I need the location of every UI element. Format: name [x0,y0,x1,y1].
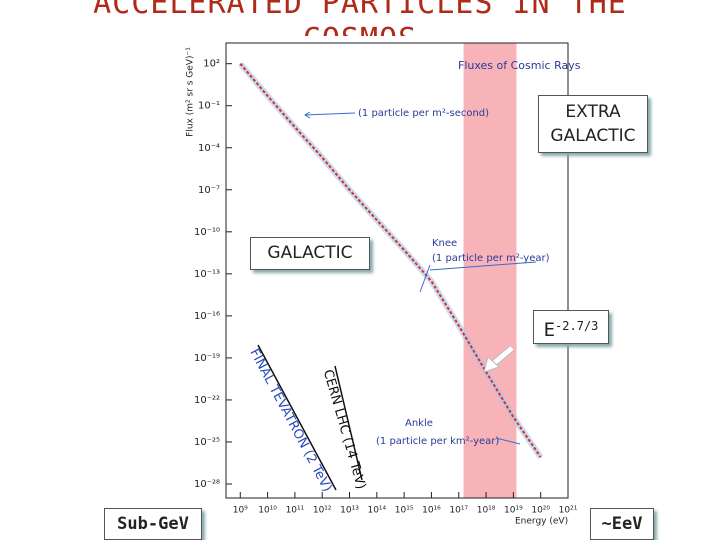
x-tick-label: 10¹⁵ [395,506,414,516]
x-tick-label: 10¹³ [340,506,359,516]
x-axis-label: Energy (eV) [515,517,568,527]
x-tick-label: 10¹⁴ [367,506,386,516]
x-tick-label: 10¹⁷ [449,506,468,516]
plot-frame [225,42,569,499]
x-tick-label: 10⁹ [233,506,248,516]
annotation: Ankle [405,418,433,429]
y-tick-label: 10⁻¹ [198,101,220,112]
y-tick-label: 10⁻¹³ [194,269,220,280]
x-tick-label: 10²¹ [559,506,578,516]
annotation: (1 particle per km²-year) [376,436,499,447]
y-tick-label: 10⁻¹⁰ [194,227,220,238]
y-tick-label: 10⁻⁷ [198,185,220,196]
y-tick-label: 10⁻⁴ [198,143,220,154]
sub-gev-label: Sub-GeV [104,508,202,540]
annotation: Knee [432,238,457,249]
slope-exponent: -2.7/3 [555,319,599,333]
slope-base: E [543,319,556,341]
annotation-arrows [304,111,537,445]
white-arrow [483,345,515,373]
annotation: (1 particle per m²-year) [432,253,550,264]
plot: 10⁹ 10¹⁰ 10¹¹ 10¹² 10¹³ 10¹⁴ 10¹⁵ 10¹⁶ 10¹⁷ 10¹⁸ 1… [194,42,578,516]
y-tick-label: 10⁻¹⁶ [194,311,220,322]
eev-label: ~EeV [590,508,654,540]
flux-line [239,63,542,458]
y-tick-label: 10² [203,59,220,70]
y-tick-label: 10⁻²⁸ [194,479,220,490]
y-tick-label: 10⁻²² [194,395,220,406]
galactic-label: GALACTIC [250,237,370,270]
y-tick-label: 10⁻¹⁹ [194,353,220,364]
x-tick-label: 10¹¹ [286,506,305,516]
slope-label: E-2.7/3 [533,310,609,344]
x-tick-label: 10¹⁰ [258,506,277,516]
x-tick-label: 10¹⁹ [504,506,523,516]
x-tick-label: 10²⁰ [531,506,550,516]
lhc-line [334,365,363,481]
x-tick-label: 10¹⁸ [477,506,496,516]
x-tick-label: 10¹² [313,506,332,516]
chart-title: Fluxes of Cosmic Rays [458,59,581,72]
extra-galactic-label: EXTRA GALACTIC [538,95,648,153]
y-tick-label: 10⁻²⁵ [194,437,220,448]
tevatron-line [257,344,337,491]
energy-band [463,43,517,498]
x-tick-label: 10¹⁶ [422,506,441,516]
y-axis-label: Flux (m² sr s GeV)⁻¹ [186,47,196,137]
annotation: (1 particle per m²-second) [358,108,489,119]
